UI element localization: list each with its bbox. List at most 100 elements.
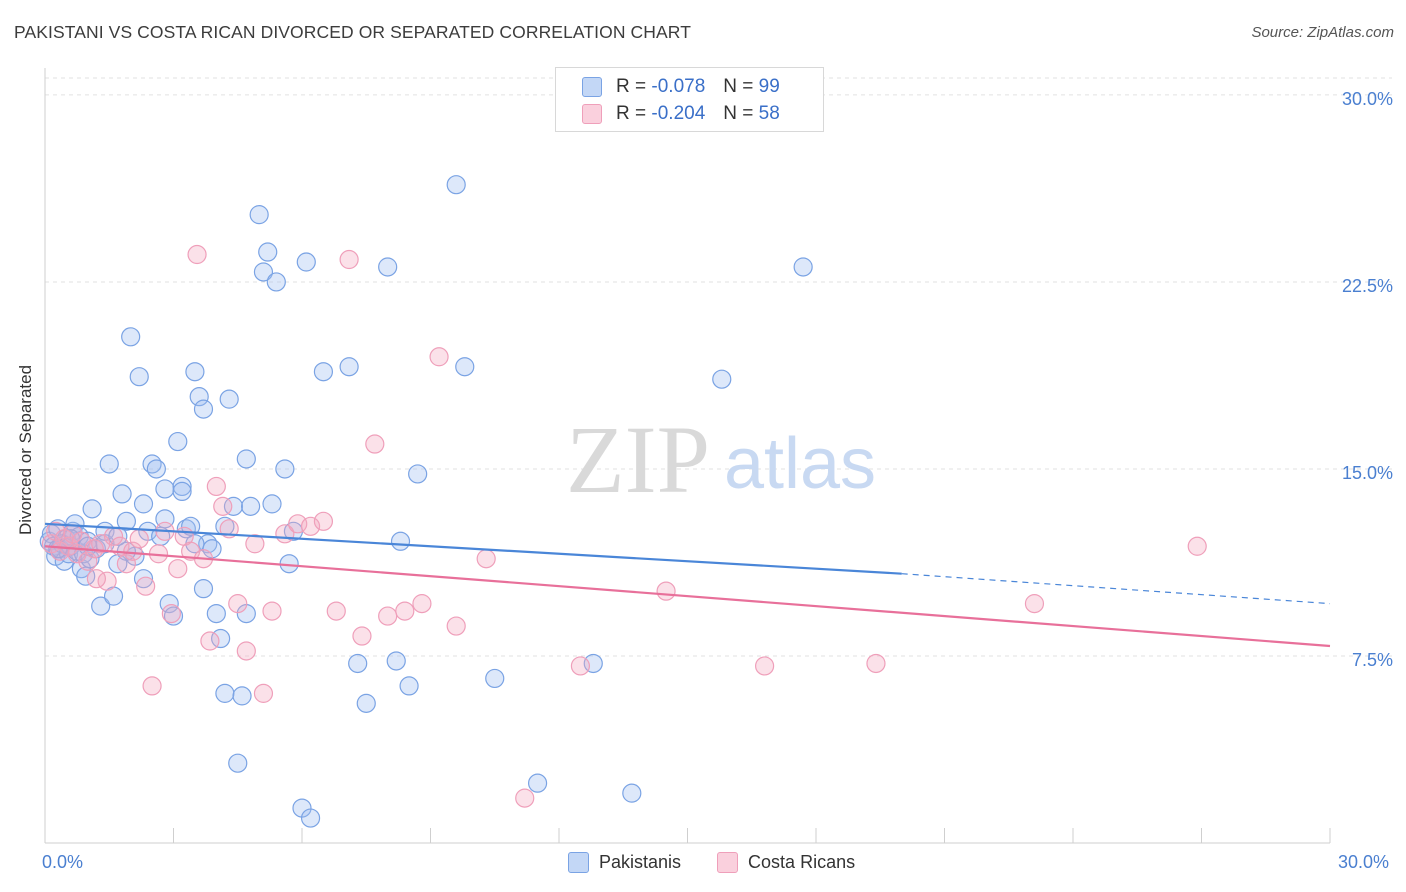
costa-rican-point: [300, 516, 321, 536]
costa-rican-point: [213, 496, 233, 516]
y-tick-label: 15.0%: [1342, 463, 1393, 483]
y-tick-labels: 7.5% 15.0% 22.5% 30.0%: [1342, 89, 1393, 670]
pakistani-point: [193, 399, 214, 419]
pakistani-point: [446, 175, 466, 195]
watermark-atlas: atlas: [724, 424, 876, 504]
pakistani-point: [356, 693, 376, 713]
costa-rican-point: [142, 676, 162, 696]
costa-rican-point: [236, 641, 256, 661]
x-tick-label-min: 0.0%: [42, 852, 84, 872]
costa-rican-point: [245, 534, 265, 554]
pakistani-point: [82, 499, 102, 519]
costa-rican-point: [136, 576, 156, 596]
pakistani-point: [99, 454, 119, 474]
pakistani-point: [146, 459, 166, 479]
pakistani-point: [258, 242, 278, 262]
costa-rican-point: [476, 549, 496, 569]
pakistani-point: [313, 362, 334, 382]
costa-rican-point: [86, 569, 107, 589]
costa-rican-point: [262, 601, 282, 621]
costa-rican-point: [515, 788, 535, 808]
legend-n-label: N =: [723, 103, 754, 124]
pakistani-point: [172, 476, 192, 497]
pakistani-point: [116, 511, 136, 531]
legend-r-value: -0.078: [651, 76, 706, 97]
costa-rican-point: [656, 581, 676, 601]
pakistani-point: [378, 257, 398, 277]
legend-n-label: N =: [723, 76, 754, 97]
pakistani-point: [215, 683, 235, 703]
series-legend: Pakistanis Costa Ricans: [568, 852, 855, 873]
pakistani-point: [232, 686, 252, 706]
pakistani-point: [399, 676, 419, 696]
pakistani-point: [228, 753, 248, 773]
costa-rican-point: [866, 653, 886, 674]
pakistani-point: [266, 272, 286, 292]
legend-n-value: 58: [758, 103, 780, 124]
costa-rican-point: [754, 656, 775, 676]
pakistani-point: [527, 773, 548, 793]
costa-rican-point: [78, 551, 98, 571]
pakistani-point: [168, 431, 188, 452]
pakistani-point: [236, 449, 256, 469]
pakistani-point: [712, 369, 732, 389]
pakistani-point: [223, 496, 244, 516]
costa-rican-point: [378, 606, 398, 626]
pakistani-trend-line: [44, 522, 902, 575]
y-tick-label: 22.5%: [1342, 276, 1393, 296]
watermark: ZIP atlas: [566, 406, 876, 513]
costa-rican-point: [1024, 594, 1045, 614]
costa-rican-point: [1187, 536, 1207, 556]
pakistani-point: [155, 479, 175, 499]
pakistani-point: [91, 596, 111, 616]
pakistani-point: [793, 257, 813, 277]
costa-rican-point: [429, 347, 449, 367]
pakistani-point: [455, 357, 475, 377]
costa-rican-point: [352, 626, 372, 646]
legend-row-costa-ricans: R = -0.204 N = 58: [582, 101, 780, 127]
pakistani-point: [296, 252, 316, 272]
legend-r-value: -0.204: [651, 103, 706, 124]
series-costa-ricans-points: [41, 244, 1207, 808]
pakistani-point: [249, 205, 269, 225]
costa-rican-point: [446, 616, 466, 636]
legend-label-costa-ricans: Costa Ricans: [748, 852, 856, 872]
correlation-legend: R = -0.078 N = 99 R = -0.204 N = 58: [555, 67, 824, 132]
costa-rican-point: [313, 511, 334, 531]
pakistani-trend-extension: [901, 573, 1331, 605]
costa-rican-point: [365, 434, 385, 454]
pakistani-point: [133, 569, 154, 589]
costa-rican-point: [228, 594, 248, 614]
y-tick-label: 30.0%: [1342, 89, 1393, 109]
legend-swatch-pakistanis: [582, 77, 602, 97]
pakistani-point: [253, 262, 274, 282]
pakistani-point: [193, 579, 214, 599]
costa-rican-point: [326, 601, 346, 621]
costa-rican-point: [168, 559, 188, 579]
y-axis-label: Divorced or Separated: [16, 364, 35, 536]
grid-lines: [45, 77, 1392, 657]
legend-row-pakistanis: R = -0.078 N = 99: [582, 74, 780, 100]
pakistani-point: [241, 496, 261, 516]
pakistani-point: [339, 357, 359, 377]
costa-rican-point: [129, 529, 149, 549]
x-tick-label-max: 30.0%: [1338, 852, 1390, 872]
pakistani-point: [386, 651, 406, 671]
source-credit: Source: ZipAtlas.com: [1251, 24, 1394, 41]
costa-rican-point: [123, 541, 143, 561]
costa-rican-point: [161, 603, 181, 624]
legend-r-label: R =: [616, 103, 647, 124]
pakistani-point: [348, 653, 368, 674]
pakistani-point: [121, 327, 141, 347]
legend-r-label: R =: [616, 76, 647, 97]
legend-label-pakistanis: Pakistanis: [599, 852, 682, 872]
pakistani-point: [206, 603, 226, 624]
costa-rican-point: [412, 594, 432, 614]
axes: [44, 68, 1331, 844]
pakistani-point: [390, 531, 411, 551]
watermark-zip: ZIP: [566, 406, 710, 513]
pakistani-point: [163, 606, 184, 626]
costa-rican-point: [200, 631, 220, 651]
costa-rican-point: [253, 683, 274, 703]
